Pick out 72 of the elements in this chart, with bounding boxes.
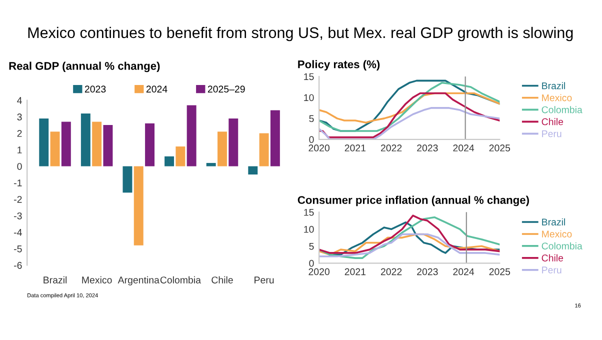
text: Brazil <box>542 218 565 226</box>
y-tick-label: 3 <box>17 114 22 120</box>
legend-label: Mexico <box>542 94 572 102</box>
bar <box>50 132 60 166</box>
y-tick-label: 15 <box>304 73 314 80</box>
legend-label: Colombia <box>542 242 582 250</box>
bar <box>92 122 102 166</box>
y-tick-label: -2 <box>14 196 22 203</box>
x-tick-label: Chile <box>212 276 233 284</box>
y-tick-label: 1 <box>18 146 22 154</box>
y-tick-label: 0 <box>17 162 22 170</box>
y-tick-label: -3 <box>14 212 22 220</box>
x-tick-label: 2024 <box>453 144 474 152</box>
x-tick-label: 2023 <box>417 144 438 152</box>
y-tick-label: -5 <box>14 246 22 252</box>
legend-label: 2024 <box>146 86 168 93</box>
text: Mexico <box>542 230 572 238</box>
bar <box>186 105 196 166</box>
x-tick-label: 2024 <box>453 268 474 276</box>
y-tick-label: 0 <box>309 260 314 267</box>
chart-title: Policy rates (%) <box>298 60 380 70</box>
x-tick-label: 2025 <box>489 268 510 276</box>
x-tick-label: Mexico <box>82 276 112 284</box>
x-tick-label: 2023 <box>417 268 438 276</box>
x-tick-label: 2021 <box>344 268 366 276</box>
legend-label: Chile <box>542 254 564 262</box>
x-tick-label: 2020 <box>308 144 330 152</box>
y-tick-label: 5 <box>309 115 314 122</box>
y-tick-label: -1 <box>14 180 22 186</box>
bar <box>134 166 144 246</box>
bar <box>270 110 280 166</box>
chart-title: Real GDP (annual % change) <box>9 62 160 72</box>
line-series <box>319 92 500 124</box>
y-tick-label: 0 <box>309 136 314 144</box>
bar <box>206 162 216 166</box>
x-tick-label: 2022 <box>380 268 402 276</box>
x-tick-label: Colombia <box>160 276 201 284</box>
x-tick-label: 2022 <box>380 144 402 152</box>
y-tick-label: -4 <box>14 229 22 236</box>
bar <box>248 166 258 175</box>
chart-title: Consumer price inflation (annual % change) <box>298 196 529 206</box>
legend-label: Brazil <box>542 82 565 90</box>
y-tick-label: 15 <box>304 208 314 216</box>
bar <box>122 166 132 193</box>
x-tick-label: 2020 <box>308 268 330 276</box>
bar <box>61 122 71 166</box>
bar <box>164 156 174 166</box>
bar <box>176 146 186 166</box>
bar <box>103 125 113 166</box>
legend-label: 2023 <box>84 86 106 93</box>
legend-label: Peru <box>542 130 562 138</box>
bar <box>39 118 49 166</box>
x-tick-label: 2025 <box>489 144 510 152</box>
bar <box>228 118 238 166</box>
y-tick-label: 4 <box>17 97 22 104</box>
x-tick-label: Brazil <box>44 276 67 284</box>
y-tick-label: 2 <box>17 130 22 137</box>
y-tick-label: 5 <box>309 242 314 250</box>
legend-label: 2025–29 <box>208 86 245 93</box>
bar <box>259 133 269 166</box>
bar <box>218 132 227 166</box>
bar <box>80 113 90 166</box>
legend-label: Colombia <box>542 106 582 114</box>
bar <box>145 123 155 166</box>
x-tick-label: Argentina <box>118 276 160 286</box>
legend-label: Chile <box>542 118 564 126</box>
x-tick-label: 2021 <box>344 144 366 152</box>
x-tick-label: Peru <box>254 276 274 284</box>
text: Mexico continues to benefit from strong US, but Mex. real GDP growth is slowing <box>28 26 573 42</box>
y-tick-label: -6 <box>14 262 22 269</box>
y-tick-label: 10 <box>304 226 314 233</box>
y-tick-label: 10 <box>304 94 314 102</box>
